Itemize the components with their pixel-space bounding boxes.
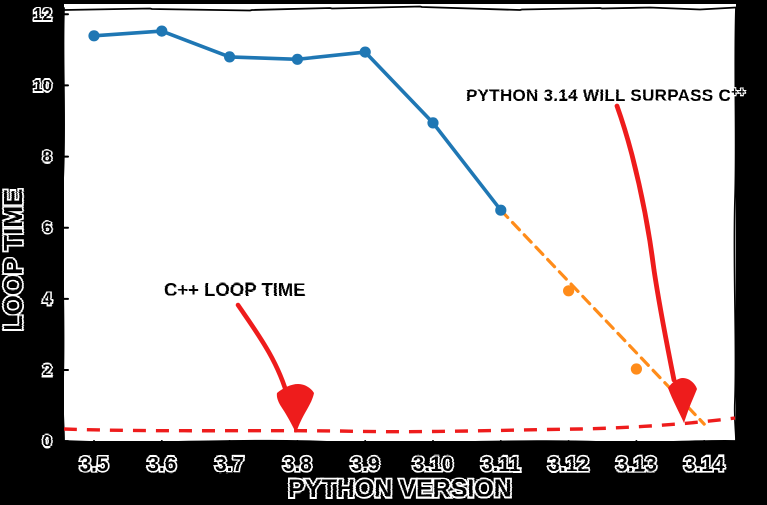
svg-text:2: 2	[43, 360, 52, 379]
svg-text:PYTHON VERSION: PYTHON VERSION	[288, 475, 512, 503]
svg-text:3.14: 3.14	[684, 453, 725, 476]
svg-text:6: 6	[43, 218, 52, 237]
svg-text:3.6: 3.6	[147, 453, 176, 476]
svg-text:4: 4	[43, 289, 53, 308]
svg-text:3.13: 3.13	[616, 453, 657, 476]
svg-text:10: 10	[33, 76, 52, 95]
svg-text:3.7: 3.7	[215, 453, 244, 476]
svg-text:0: 0	[43, 432, 52, 451]
svg-text:3.8: 3.8	[283, 453, 313, 476]
svg-text:3.11: 3.11	[481, 453, 521, 476]
svg-text:3.5: 3.5	[79, 453, 109, 476]
svg-text:3.12: 3.12	[548, 453, 589, 476]
svg-text:8: 8	[43, 147, 52, 166]
svg-text:LOOP TIME: LOOP TIME	[0, 189, 28, 332]
svg-text:12: 12	[33, 5, 52, 24]
svg-text:C++ LOOP TIME: C++ LOOP TIME	[164, 279, 306, 300]
svg-text:PYTHON 3.14 WILL SURPASS C++: PYTHON 3.14 WILL SURPASS C++	[466, 85, 746, 105]
svg-text:3.9: 3.9	[351, 453, 380, 476]
svg-text:3.10: 3.10	[413, 453, 454, 476]
